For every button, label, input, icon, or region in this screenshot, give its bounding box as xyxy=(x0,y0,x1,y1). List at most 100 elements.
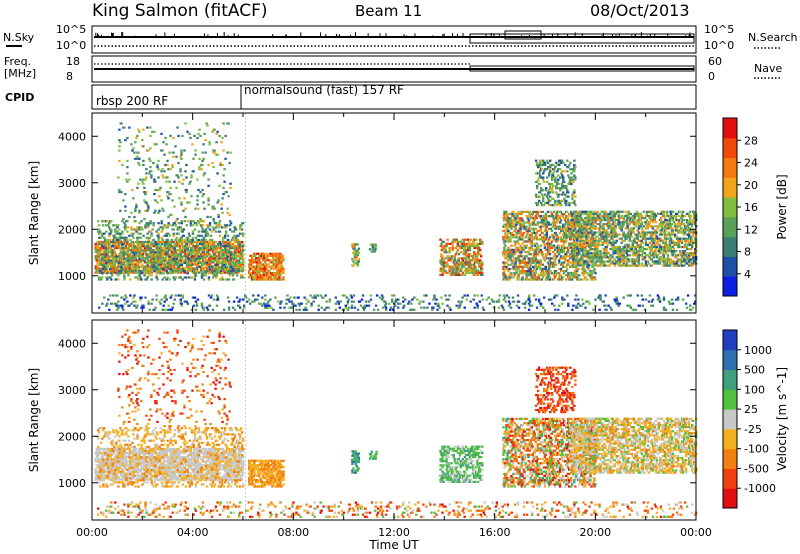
data-cell xyxy=(440,259,442,261)
data-cell xyxy=(504,240,506,242)
data-cell xyxy=(162,210,164,212)
data-cell xyxy=(554,247,556,249)
data-cell xyxy=(555,177,557,179)
data-cell xyxy=(199,247,201,249)
data-cell xyxy=(224,268,226,270)
data-cell xyxy=(212,218,214,220)
data-cell xyxy=(508,268,510,270)
data-cell xyxy=(111,274,113,276)
data-cell xyxy=(479,249,481,251)
data-cell xyxy=(174,243,176,245)
data-cell xyxy=(207,233,209,235)
data-cell xyxy=(99,251,101,253)
data-cell xyxy=(519,221,521,223)
data-cell xyxy=(121,243,123,245)
data-cell xyxy=(440,270,442,272)
data-cell xyxy=(563,272,565,274)
data-cell xyxy=(521,219,523,221)
data-cell xyxy=(540,259,542,261)
data-cell xyxy=(556,234,558,236)
data-cell xyxy=(209,216,211,218)
data-cell xyxy=(517,249,519,251)
data-cell xyxy=(519,232,521,234)
data-cell xyxy=(567,196,569,198)
data-cell xyxy=(127,226,129,228)
data-cell xyxy=(213,149,215,151)
data-cell xyxy=(157,222,159,224)
data-cell xyxy=(138,131,140,133)
data-cell xyxy=(119,253,121,255)
data-cell xyxy=(587,238,589,240)
data-cell xyxy=(578,246,580,248)
data-cell xyxy=(578,265,580,267)
data-cell xyxy=(542,160,544,162)
data-cell xyxy=(242,243,244,245)
data-cell xyxy=(195,274,197,276)
data-cell xyxy=(481,274,483,276)
data-cell xyxy=(146,127,148,129)
data-cell xyxy=(560,236,562,238)
data-cell xyxy=(219,235,221,237)
data-cell xyxy=(590,274,592,276)
data-cell xyxy=(134,208,136,210)
data-cell xyxy=(512,234,514,236)
data-cell xyxy=(156,270,158,272)
data-cell xyxy=(204,243,206,245)
data-cell xyxy=(202,193,204,195)
data-cell xyxy=(135,253,137,255)
data-cell xyxy=(220,243,222,245)
data-cell xyxy=(232,268,234,270)
data-cell xyxy=(452,266,454,268)
data-cell xyxy=(120,264,122,266)
data-cell xyxy=(175,224,177,226)
data-cell xyxy=(466,243,468,245)
data-cell xyxy=(186,131,188,133)
data-cell xyxy=(553,170,555,172)
data-cell xyxy=(204,152,206,154)
data-cell xyxy=(119,235,121,237)
data-cell xyxy=(541,251,543,253)
data-cell xyxy=(525,228,527,230)
data-cell xyxy=(170,268,172,270)
data-cell xyxy=(118,139,120,141)
data-cell xyxy=(574,166,576,168)
data-cell xyxy=(529,211,531,213)
data-cell xyxy=(136,241,138,243)
data-cell xyxy=(123,278,125,280)
data-cell xyxy=(551,272,553,274)
data-cell xyxy=(229,224,231,226)
data-cell xyxy=(279,257,281,259)
data-cell xyxy=(537,213,539,215)
data-cell xyxy=(215,226,217,228)
data-cell xyxy=(537,253,539,255)
data-cell xyxy=(180,203,182,205)
data-cell xyxy=(203,251,205,253)
data-cell xyxy=(115,237,117,239)
data-cell xyxy=(175,276,177,278)
data-cell xyxy=(146,264,148,266)
data-cell xyxy=(109,268,111,270)
data-cell xyxy=(204,270,206,272)
data-cell xyxy=(549,278,551,280)
data-cell xyxy=(188,258,190,260)
data-cell xyxy=(547,202,549,204)
data-cell xyxy=(138,212,140,214)
data-cell xyxy=(250,263,252,265)
data-cell xyxy=(505,213,507,215)
date-title: 08/Oct/2013 xyxy=(590,1,690,20)
data-cell xyxy=(229,274,231,276)
data-cell xyxy=(352,265,354,267)
data-cell xyxy=(546,234,548,236)
data-cell xyxy=(172,137,174,139)
data-cell xyxy=(167,239,169,241)
data-cell xyxy=(122,270,124,272)
data-cell xyxy=(241,274,243,276)
data-cell xyxy=(573,170,575,172)
data-cell xyxy=(457,245,459,247)
data-cell xyxy=(449,251,451,253)
data-cell xyxy=(113,262,115,264)
data-cell xyxy=(572,181,574,183)
data-cell xyxy=(269,259,271,261)
data-cell xyxy=(181,222,183,224)
data-cell xyxy=(149,135,151,137)
